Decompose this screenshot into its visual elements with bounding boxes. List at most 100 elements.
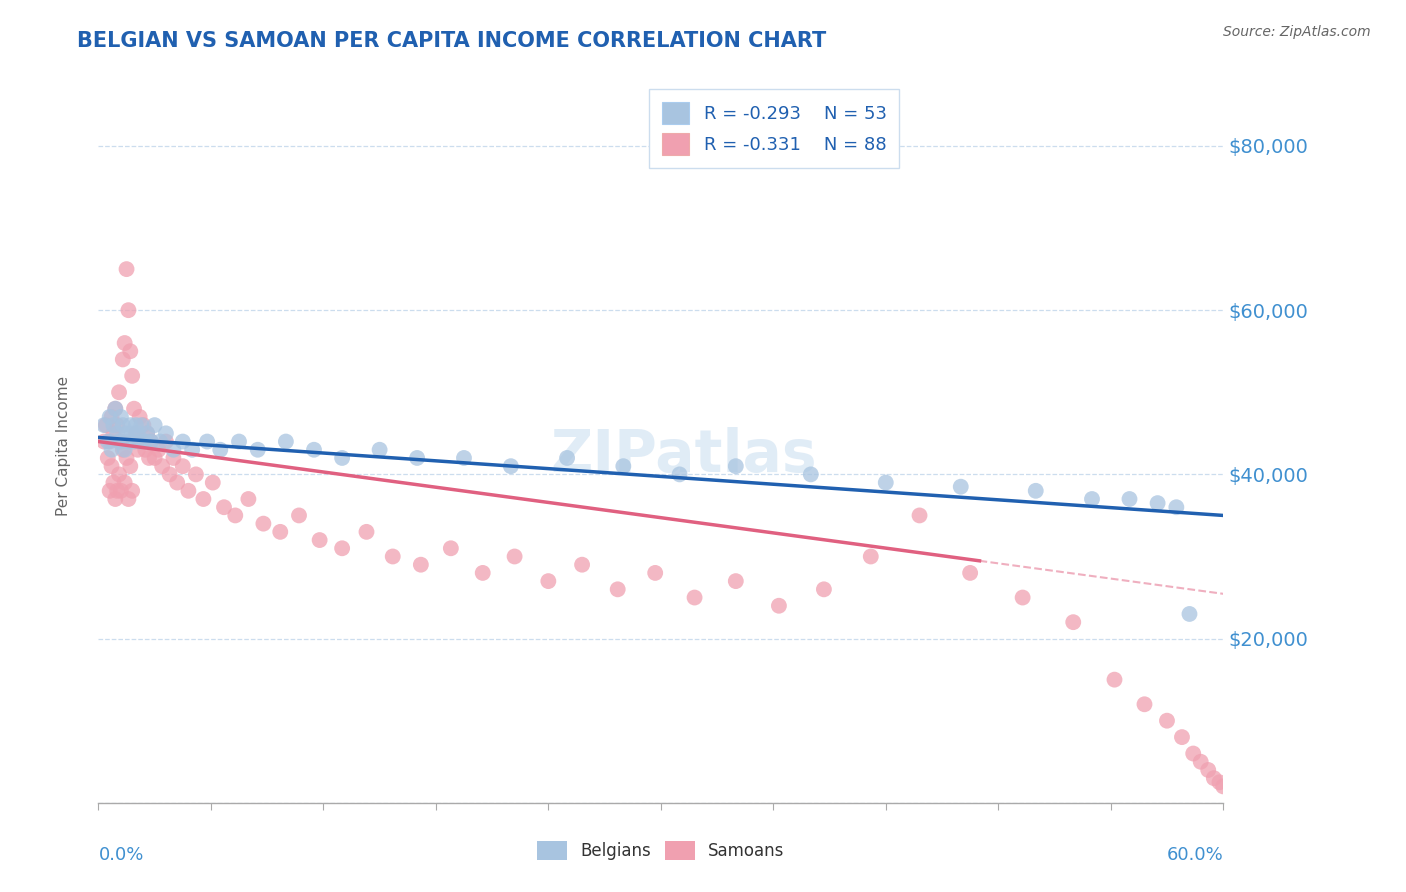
- Point: [800, 467, 823, 482]
- Point: [1104, 673, 1126, 687]
- Point: [114, 475, 136, 490]
- Point: [122, 401, 145, 416]
- Point: [193, 491, 215, 506]
- Point: [108, 467, 131, 482]
- Point: [115, 262, 138, 277]
- Point: [813, 582, 835, 597]
- Point: [120, 418, 142, 433]
- Point: [537, 574, 560, 588]
- Point: [212, 500, 235, 515]
- Point: [181, 442, 204, 457]
- Point: [98, 483, 121, 498]
- Point: [356, 524, 378, 539]
- Point: [105, 418, 128, 433]
- Point: [252, 516, 274, 531]
- Point: [159, 467, 181, 482]
- Point: [453, 450, 475, 465]
- Point: [1133, 698, 1156, 712]
- Point: [908, 508, 931, 523]
- Point: [131, 418, 153, 433]
- Point: [108, 434, 131, 449]
- Point: [1189, 755, 1212, 769]
- Point: [117, 303, 139, 318]
- Point: [104, 491, 127, 506]
- Point: [121, 426, 143, 441]
- Point: [172, 434, 194, 449]
- Point: [125, 418, 148, 433]
- Point: [93, 418, 115, 433]
- Point: [875, 475, 897, 490]
- Point: [1118, 491, 1140, 506]
- Point: [330, 450, 353, 465]
- Point: [406, 450, 429, 465]
- Text: Source: ZipAtlas.com: Source: ZipAtlas.com: [1223, 25, 1371, 39]
- Text: Per Capita Income: Per Capita Income: [56, 376, 70, 516]
- Point: [98, 434, 121, 449]
- Point: [381, 549, 404, 564]
- Point: [97, 434, 120, 449]
- Point: [105, 483, 128, 498]
- Point: [668, 467, 690, 482]
- Point: [108, 385, 131, 400]
- Point: [184, 467, 207, 482]
- Text: 0.0%: 0.0%: [98, 847, 143, 864]
- Point: [136, 426, 159, 441]
- Point: [155, 426, 177, 441]
- Point: [1208, 775, 1230, 789]
- Point: [683, 591, 706, 605]
- Point: [409, 558, 432, 572]
- Point: [949, 480, 972, 494]
- Point: [104, 401, 127, 416]
- Point: [246, 442, 269, 457]
- Point: [274, 434, 297, 449]
- Point: [120, 344, 142, 359]
- Text: BELGIAN VS SAMOAN PER CAPITA INCOME CORRELATION CHART: BELGIAN VS SAMOAN PER CAPITA INCOME CORR…: [77, 31, 827, 51]
- Point: [1182, 747, 1205, 761]
- Point: [308, 533, 330, 547]
- Point: [499, 459, 522, 474]
- Point: [150, 459, 173, 474]
- Point: [155, 434, 177, 449]
- Point: [288, 508, 311, 523]
- Point: [330, 541, 353, 556]
- Point: [1011, 591, 1033, 605]
- Point: [195, 434, 218, 449]
- Point: [100, 459, 122, 474]
- Point: [471, 566, 494, 580]
- Point: [612, 459, 634, 474]
- Point: [127, 442, 149, 457]
- Point: [1156, 714, 1178, 728]
- Point: [127, 426, 149, 441]
- Point: [98, 409, 121, 424]
- Point: [110, 409, 132, 424]
- Point: [122, 434, 145, 449]
- Point: [606, 582, 628, 597]
- Point: [148, 442, 170, 457]
- Point: [149, 434, 172, 449]
- Point: [724, 574, 747, 588]
- Point: [103, 418, 125, 433]
- Point: [768, 599, 790, 613]
- Point: [115, 426, 138, 441]
- Point: [105, 426, 128, 441]
- Point: [1062, 615, 1084, 630]
- Point: [724, 459, 747, 474]
- Point: [131, 434, 153, 449]
- Point: [117, 434, 139, 449]
- Point: [571, 558, 593, 572]
- Point: [111, 352, 134, 367]
- Point: [859, 549, 882, 564]
- Point: [440, 541, 463, 556]
- Point: [132, 418, 155, 433]
- Point: [177, 483, 200, 498]
- Point: [128, 434, 150, 449]
- Point: [136, 426, 159, 441]
- Point: [134, 442, 156, 457]
- Point: [125, 426, 148, 441]
- Point: [959, 566, 981, 580]
- Point: [103, 475, 125, 490]
- Point: [224, 508, 246, 523]
- Point: [97, 450, 120, 465]
- Point: [139, 434, 162, 449]
- Point: [1178, 607, 1201, 621]
